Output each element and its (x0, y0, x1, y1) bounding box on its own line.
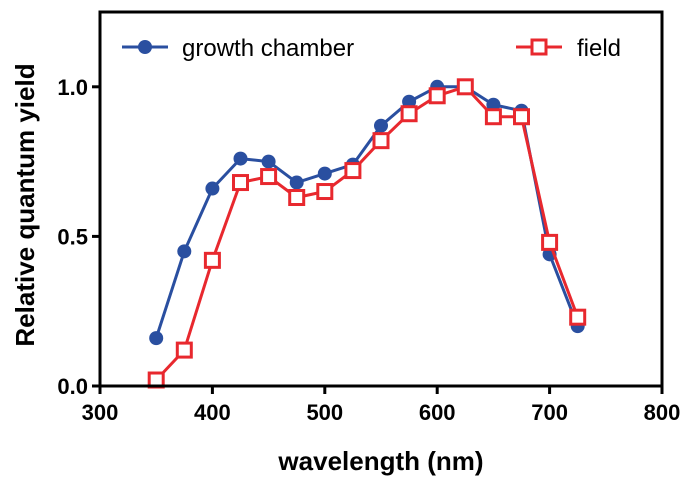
series-line (155, 85, 580, 382)
x-tick-label: 500 (306, 400, 343, 425)
data-point (456, 78, 474, 96)
data-point (177, 244, 192, 259)
axis-layer: 300 400 500 600 700 800 0.0 0.5 1.0 (57, 75, 680, 425)
series-layer (147, 78, 587, 389)
data-point (344, 162, 362, 180)
data-point (374, 118, 388, 133)
series-field (147, 78, 587, 389)
data-point (316, 183, 334, 201)
data-point (149, 331, 164, 346)
legend-marker (138, 40, 152, 54)
x-tick-label: 400 (194, 400, 231, 425)
data-point (203, 251, 221, 269)
legend-label: field (577, 35, 621, 62)
data-point (232, 174, 249, 192)
y-tick-label: 0.5 (57, 224, 88, 249)
y-tick-label: 1.0 (57, 75, 88, 100)
data-point (175, 341, 193, 359)
x-tick-label: 800 (644, 400, 681, 425)
legend-label: growth chamber (182, 35, 354, 62)
data-point (484, 108, 502, 126)
data-point (372, 132, 390, 150)
data-point (400, 105, 418, 123)
data-point (288, 189, 306, 207)
series-line (154, 85, 580, 339)
data-point (233, 151, 248, 166)
y-tick-label: 0.0 (57, 374, 88, 399)
data-point (513, 108, 530, 126)
data-point (541, 233, 559, 251)
data-point (260, 168, 278, 186)
data-point (569, 308, 587, 326)
legend-item: growth chamber (122, 35, 354, 62)
x-tick-label: 700 (531, 400, 568, 425)
x-axis-title: wavelength (nm) (277, 446, 483, 476)
data-point (289, 175, 304, 190)
data-point (317, 166, 332, 181)
y-axis-title: Relative quantum yield (10, 63, 40, 346)
legend-marker (530, 38, 548, 56)
data-point (261, 154, 276, 169)
plot-frame (98, 10, 664, 388)
data-point (205, 181, 220, 196)
x-tick-label: 300 (82, 400, 119, 425)
x-tick-label: 600 (419, 400, 456, 425)
data-point (428, 87, 446, 105)
legend: growth chamber field (122, 35, 621, 62)
legend-item: field (516, 35, 621, 62)
